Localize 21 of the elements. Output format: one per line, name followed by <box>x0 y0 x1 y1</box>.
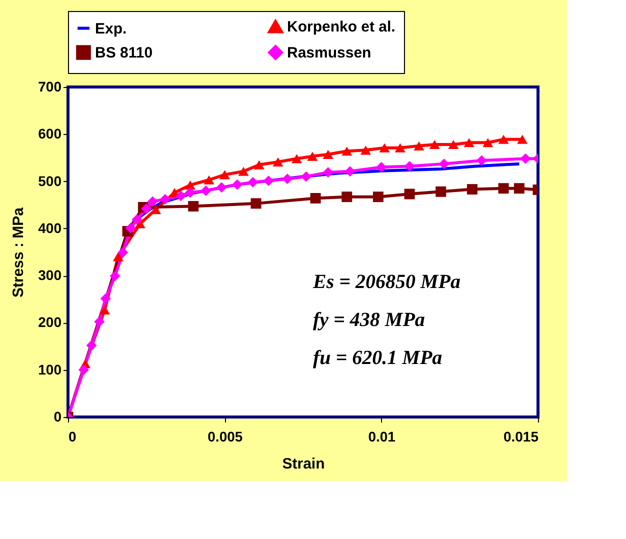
y-tick-label: 0 <box>54 408 62 424</box>
y-tick-label: 700 <box>38 78 62 94</box>
x-tick-label: 0.005 <box>208 428 243 444</box>
annotation: fy = 438 MPa <box>313 309 425 331</box>
y-tick-label: 100 <box>38 361 62 378</box>
y-tick-label: 500 <box>38 172 62 189</box>
y-tick-label: 300 <box>38 267 62 284</box>
legend-label: BS 8110 <box>95 44 153 62</box>
x-tick-label: 0.01 <box>368 428 396 444</box>
y-tick-label: 600 <box>38 126 62 142</box>
legend-label: Korpenko et al. <box>287 18 396 36</box>
annotation: Es = 206850 MPa <box>312 271 461 293</box>
y-tick-label: 400 <box>38 220 62 236</box>
x-tick-label: 0 <box>68 428 76 444</box>
y-tick-label: 200 <box>38 314 62 330</box>
y-axis-title: Stress : MPa <box>10 206 28 298</box>
x-tick-label: 0.015 <box>503 428 539 444</box>
legend-label: Rasmussen <box>287 44 372 62</box>
x-axis-title: Strain <box>282 456 325 472</box>
annotation: fu = 620.1 MPa <box>313 347 442 369</box>
legend-label: Exp. <box>95 20 127 38</box>
